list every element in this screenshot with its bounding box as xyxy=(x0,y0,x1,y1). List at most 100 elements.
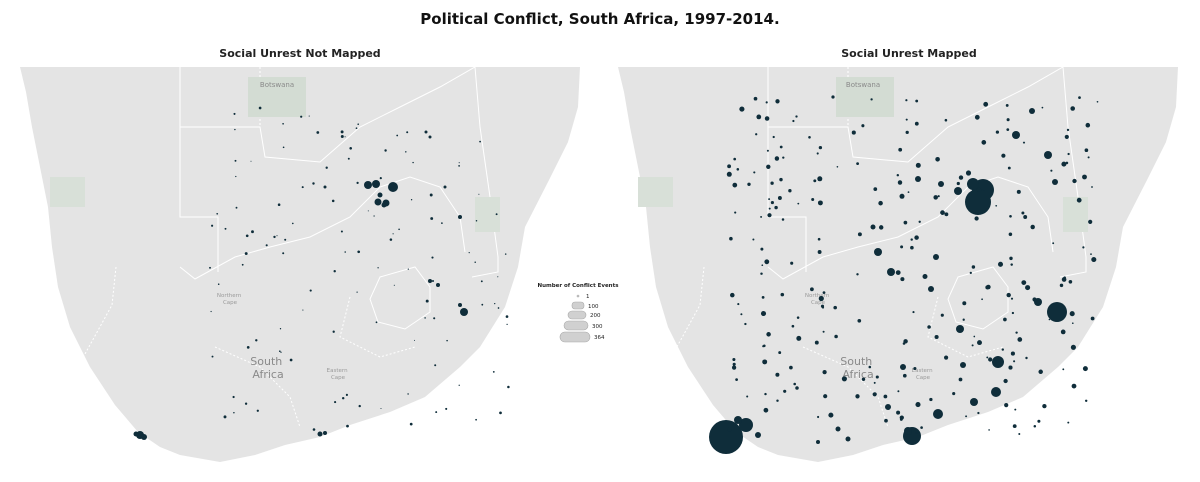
conflict-event-marker xyxy=(900,364,906,370)
conflict-event-marker xyxy=(747,182,751,186)
conflict-event-marker xyxy=(244,252,248,256)
conflict-event-marker xyxy=(928,286,934,292)
conflict-event-marker xyxy=(1069,311,1075,317)
conflict-event-marker xyxy=(872,392,877,397)
label-northern-cape: Northern Cape xyxy=(805,293,831,306)
conflict-event-marker xyxy=(795,115,798,118)
land-mass xyxy=(618,67,1178,462)
conflict-event-marker xyxy=(308,115,310,117)
conflict-event-marker xyxy=(764,259,770,265)
conflict-event-marker xyxy=(1009,256,1013,261)
conflict-event-marker xyxy=(988,357,993,362)
conflict-event-marker xyxy=(1033,424,1037,428)
conflict-event-marker xyxy=(822,330,825,333)
conflict-event-marker xyxy=(856,273,859,276)
conflict-event-marker xyxy=(814,340,819,345)
conflict-event-marker xyxy=(895,270,901,275)
label-northern-cape-line2: Cape xyxy=(811,300,826,306)
conflict-event-marker xyxy=(731,365,737,370)
conflict-event-marker xyxy=(405,151,407,153)
conflict-event-marker xyxy=(971,344,974,347)
conflict-event-marker xyxy=(797,202,800,205)
conflict-event-marker xyxy=(733,157,737,161)
label-south-africa-line2: Africa xyxy=(842,368,873,381)
conflict-event-marker xyxy=(922,274,928,279)
conflict-event-marker xyxy=(364,181,372,189)
conflict-event-marker xyxy=(504,253,507,255)
conflict-event-marker xyxy=(762,359,768,365)
conflict-event-marker xyxy=(381,202,387,208)
conflict-event-marker xyxy=(774,156,780,161)
conflict-event-marker xyxy=(965,189,991,215)
conflict-event-marker xyxy=(841,376,847,382)
label-eastern-cape-line2: Cape xyxy=(331,375,346,381)
conflict-event-marker xyxy=(396,134,399,137)
conflict-event-marker xyxy=(347,157,350,160)
conflict-event-marker xyxy=(940,313,944,317)
conflict-event-marker xyxy=(788,189,792,193)
conflict-event-marker xyxy=(737,303,740,306)
conflict-event-marker xyxy=(312,182,315,185)
park-area xyxy=(50,177,85,207)
conflict-event-marker xyxy=(944,118,948,122)
conflict-event-marker xyxy=(857,318,862,323)
conflict-event-marker xyxy=(1061,161,1067,167)
conflict-event-marker xyxy=(875,375,879,379)
conflict-event-marker xyxy=(1082,366,1088,372)
conflict-event-marker xyxy=(904,427,912,435)
conflict-event-marker xyxy=(779,177,783,182)
conflict-event-marker xyxy=(985,285,990,290)
right-map[interactable]: Botswana South Africa Northern Cape East… xyxy=(618,67,1178,467)
conflict-event-marker xyxy=(1023,215,1028,219)
conflict-event-marker xyxy=(944,355,949,360)
conflict-event-marker xyxy=(958,175,964,180)
conflict-event-marker xyxy=(905,118,908,121)
conflict-event-marker xyxy=(1025,356,1028,360)
conflict-event-marker xyxy=(914,121,919,126)
conflict-event-marker xyxy=(810,287,814,292)
conflict-event-marker xyxy=(392,233,394,235)
conflict-event-marker xyxy=(855,394,860,399)
conflict-event-marker xyxy=(874,248,882,256)
conflict-event-marker xyxy=(478,193,480,195)
conflict-event-marker xyxy=(1007,166,1011,170)
conflict-event-marker xyxy=(915,162,921,168)
conflict-event-marker xyxy=(808,136,811,139)
conflict-event-marker xyxy=(282,122,284,125)
conflict-event-marker xyxy=(445,407,448,410)
conflict-event-marker xyxy=(1048,318,1051,321)
left-map[interactable]: Botswana South Africa Northern Cape East… xyxy=(20,67,580,467)
conflict-event-marker xyxy=(325,166,328,169)
conflict-event-marker xyxy=(211,224,214,227)
conflict-event-marker xyxy=(1059,283,1064,288)
conflict-event-marker xyxy=(1009,214,1012,218)
conflict-event-marker xyxy=(779,145,783,149)
conflict-event-marker xyxy=(914,235,919,240)
conflict-event-marker xyxy=(443,185,447,189)
conflict-event-marker xyxy=(346,424,349,428)
conflict-event-marker xyxy=(430,217,434,220)
conflict-event-marker xyxy=(732,182,738,188)
conflict-event-marker xyxy=(861,124,865,128)
conflict-event-marker xyxy=(935,156,940,162)
conflict-event-marker xyxy=(1091,256,1097,263)
label-south-africa: South Africa xyxy=(840,355,875,381)
conflict-event-marker xyxy=(1068,280,1073,284)
conflict-event-marker xyxy=(1041,106,1044,109)
conflict-event-marker xyxy=(235,175,237,178)
conflict-event-marker xyxy=(217,283,220,285)
conflict-event-marker xyxy=(991,387,1001,397)
conflict-event-marker xyxy=(216,212,219,215)
conflict-event-marker xyxy=(981,140,987,145)
conflict-event-marker xyxy=(1052,179,1058,185)
conflict-event-marker xyxy=(481,303,484,306)
conflict-event-marker xyxy=(357,250,361,254)
conflict-event-marker xyxy=(816,152,819,155)
conflict-event-marker xyxy=(1018,432,1021,436)
conflict-event-marker xyxy=(431,279,435,283)
conflict-event-marker xyxy=(407,268,409,270)
conflict-event-marker xyxy=(1006,128,1010,131)
conflict-event-marker xyxy=(878,225,884,230)
conflict-event-marker xyxy=(234,128,236,131)
legend-label-1: 1 xyxy=(586,294,590,300)
